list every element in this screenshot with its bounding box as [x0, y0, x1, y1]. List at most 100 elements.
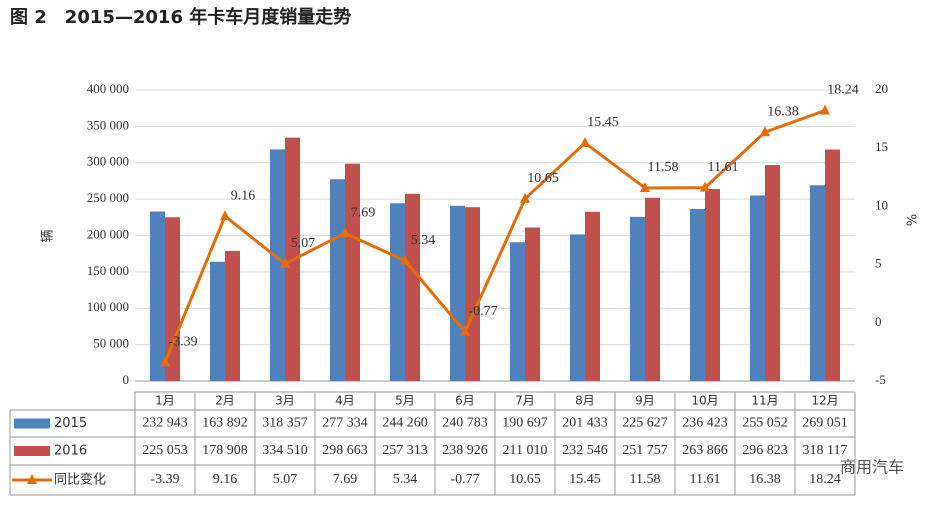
bar	[465, 207, 480, 381]
table-cell: 11.58	[630, 472, 661, 487]
bar	[225, 250, 240, 381]
x-tick-label: 1月	[155, 394, 175, 408]
table-cell: 225 627	[622, 416, 668, 431]
table-cell: 5.34	[393, 472, 418, 487]
table-cell: 11.61	[690, 472, 721, 487]
table-cell: 232 546	[562, 443, 608, 458]
marker	[580, 136, 590, 147]
table-cell: 190 697	[502, 416, 548, 431]
table-cell: 318 117	[803, 443, 848, 458]
table-cell: 232 943	[142, 416, 188, 431]
marker	[460, 325, 470, 336]
y-tick-label: 200 000	[87, 226, 129, 241]
x-tick-label: 2月	[215, 394, 235, 408]
x-tick-label: 10月	[691, 394, 718, 408]
data-label: -0.77	[468, 304, 497, 319]
legend-swatch	[27, 474, 37, 484]
x-tick-label: 8月	[575, 394, 595, 408]
table-cell: 318 357	[262, 416, 308, 431]
legend-label: 同比变化	[54, 472, 106, 488]
table-cell: 334 510	[262, 443, 308, 458]
data-label: 9.16	[231, 188, 256, 203]
data-label: 11.61	[708, 160, 739, 175]
bar	[630, 216, 645, 381]
x-tick-label: 4月	[335, 394, 355, 408]
y2-axis-label: %	[903, 214, 918, 226]
table-cell: 7.69	[333, 472, 358, 487]
table-cell: 277 334	[322, 416, 368, 431]
table-cell: 255 052	[742, 416, 788, 431]
bar	[510, 242, 525, 381]
marker	[820, 104, 830, 115]
bar	[345, 163, 360, 381]
bar	[270, 149, 285, 381]
table-cell: 18.24	[809, 472, 841, 487]
table-cell: 269 051	[802, 416, 848, 431]
table-cell: 257 313	[382, 443, 428, 458]
marker	[700, 181, 710, 192]
x-tick-label: 9月	[635, 394, 655, 408]
y2-tick-label: 0	[875, 314, 882, 329]
bar	[525, 227, 540, 381]
table-cell: 236 423	[682, 416, 728, 431]
bar	[570, 234, 585, 381]
table-cell: 240 783	[442, 416, 488, 431]
table-cell: 15.45	[569, 472, 601, 487]
table-cell: 251 757	[622, 443, 668, 458]
y-tick-label: 300 000	[87, 154, 129, 169]
table-cell: 201 433	[562, 416, 608, 431]
y2-tick-label: 20	[875, 81, 888, 96]
marker	[640, 182, 650, 193]
legend-swatch	[14, 446, 50, 456]
table-cell: 16.38	[749, 472, 781, 487]
marker	[220, 210, 230, 221]
marker	[340, 227, 350, 238]
y2-tick-label: -5	[875, 372, 886, 387]
data-label: 5.07	[291, 236, 316, 251]
legend-swatch	[14, 418, 50, 429]
table-cell: 263 866	[682, 443, 728, 458]
x-tick-label: 12月	[811, 394, 838, 408]
legend-label: 2015	[54, 416, 87, 431]
table-cell: 211 010	[503, 443, 548, 458]
bar	[810, 185, 825, 381]
bar	[330, 179, 345, 381]
table-cell: 163 892	[202, 416, 248, 431]
table-cell: 225 053	[142, 443, 188, 458]
x-tick-label: 6月	[455, 394, 475, 408]
x-tick-label: 11月	[751, 394, 778, 408]
table-cell: 238 926	[442, 443, 488, 458]
bar	[390, 203, 405, 381]
y2-tick-label: 5	[875, 256, 882, 271]
table-cell: 178 908	[202, 443, 248, 458]
table-cell: 5.07	[273, 472, 298, 487]
y-tick-label: 350 000	[87, 117, 129, 132]
y-tick-label: 100 000	[87, 299, 129, 314]
bar	[150, 211, 165, 381]
bar	[450, 205, 465, 381]
line	[163, 109, 826, 363]
table-cell: -3.39	[150, 472, 179, 487]
x-tick-label: 3月	[275, 394, 295, 408]
bar	[645, 197, 660, 381]
data-label: 10.65	[527, 171, 559, 186]
data-label: 11.58	[648, 160, 679, 175]
y-tick-label: 150 000	[87, 263, 129, 278]
bar	[705, 189, 720, 381]
bar	[750, 195, 765, 381]
x-tick-label: 5月	[395, 394, 415, 408]
bar	[165, 217, 180, 381]
x-tick-label: 7月	[515, 394, 535, 408]
marker	[160, 356, 170, 367]
legend-label: 2016	[54, 444, 87, 459]
bar	[690, 209, 705, 381]
marker	[400, 254, 410, 265]
y2-tick-label: 10	[875, 197, 888, 212]
table-cell: 298 663	[322, 443, 368, 458]
y-tick-label: 250 000	[87, 190, 129, 205]
bar	[210, 261, 225, 381]
bar	[825, 149, 840, 381]
bar	[585, 211, 600, 381]
table-cell: 244 260	[382, 416, 428, 431]
y-tick-label: 50 000	[93, 336, 129, 351]
